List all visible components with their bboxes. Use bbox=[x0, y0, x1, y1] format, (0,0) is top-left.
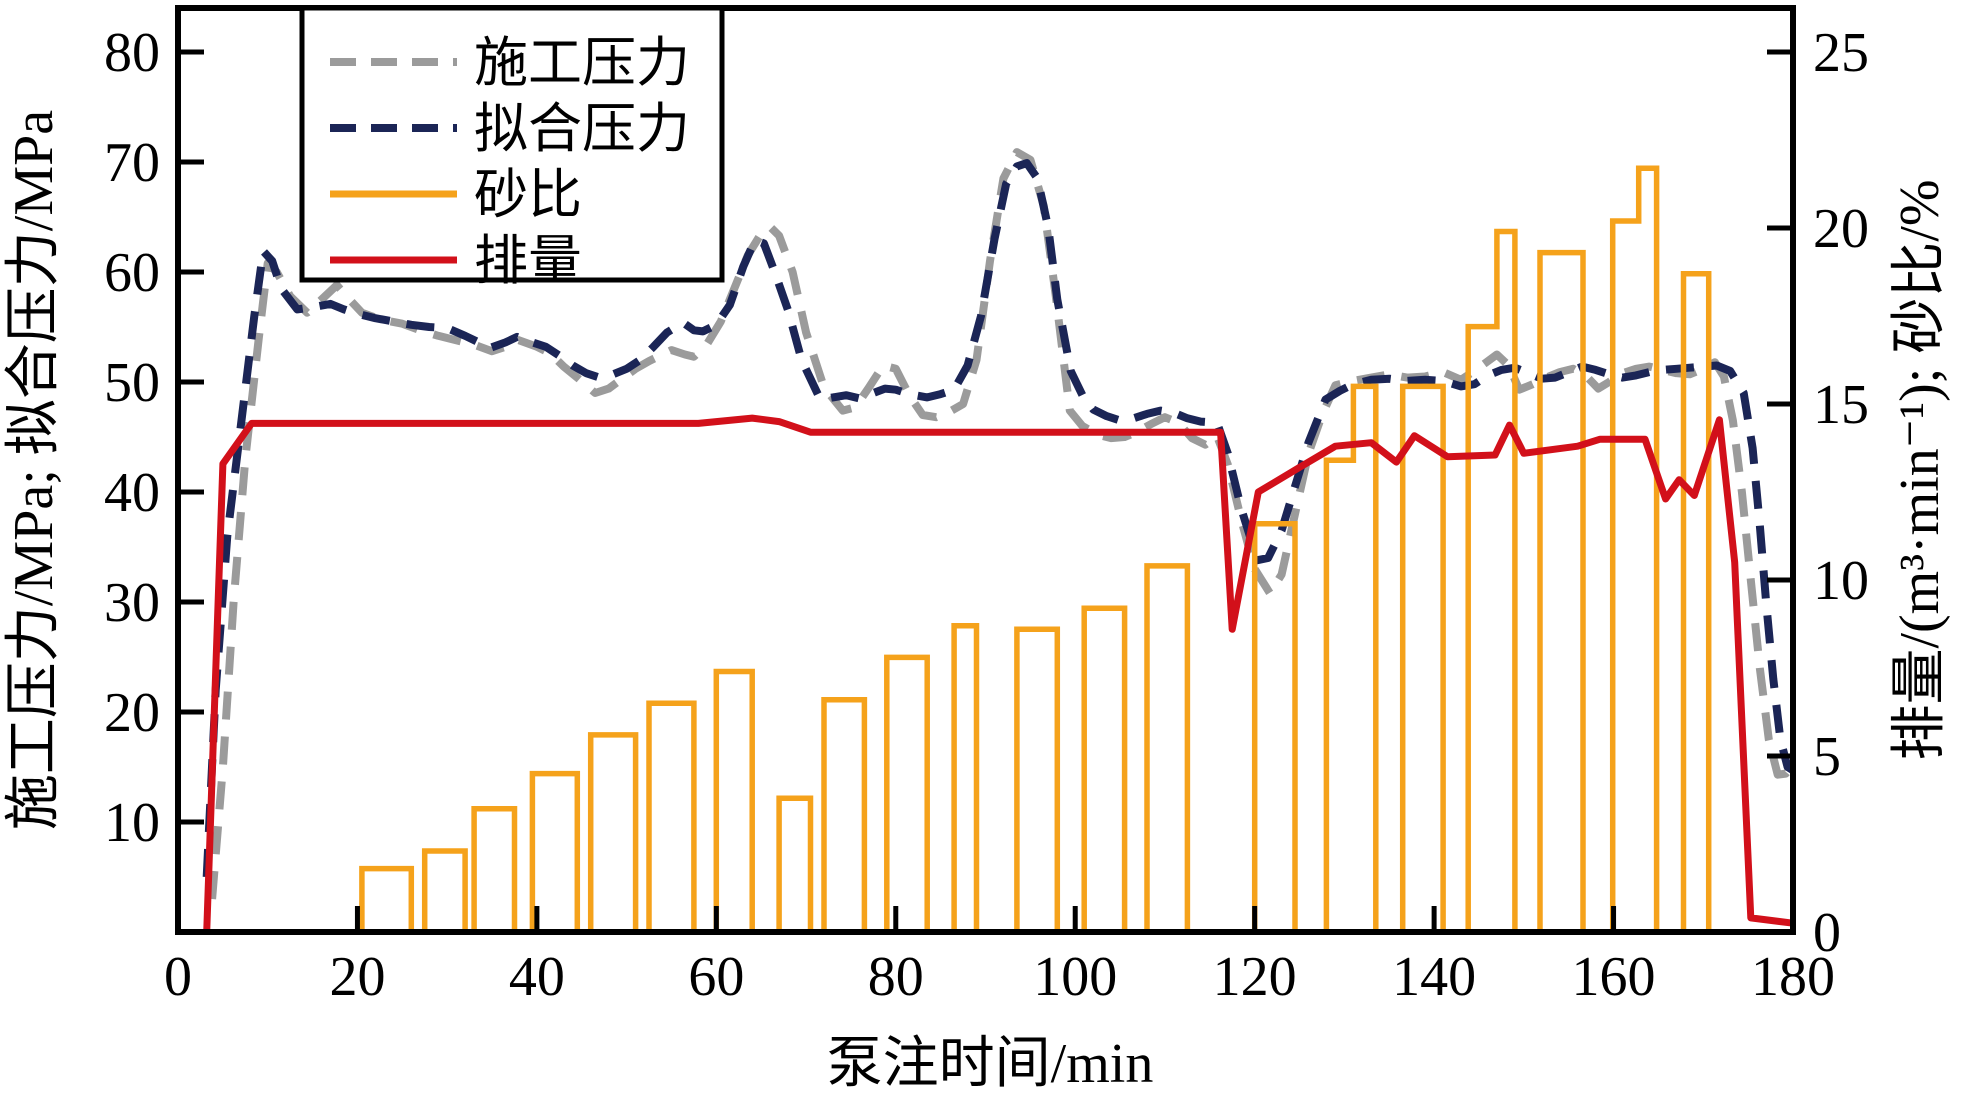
y-left-tick-label: 20 bbox=[104, 682, 160, 744]
legend-box bbox=[299, 5, 725, 283]
legend-label: 拟合压力 bbox=[474, 99, 690, 159]
y-left-tick-label: 10 bbox=[104, 792, 160, 854]
y-left-tick-label: 80 bbox=[104, 22, 160, 84]
x-tick-label: 60 bbox=[688, 946, 744, 1008]
y-right-tick-label: 10 bbox=[1813, 550, 1869, 612]
y-right-tick-label: 15 bbox=[1813, 374, 1869, 436]
y-left-tick-label: 60 bbox=[104, 242, 160, 304]
legend-label: 施工压力 bbox=[474, 33, 690, 93]
x-tick-label: 160 bbox=[1572, 946, 1656, 1008]
x-tick-label: 0 bbox=[164, 946, 192, 1008]
series-砂比 bbox=[178, 165, 1793, 935]
x-axis-title: 泵注时间/min bbox=[827, 1033, 1154, 1095]
right-axis-title: 排量/(m³·min⁻¹); 砂比/% bbox=[1889, 179, 1951, 760]
series-拟合压力 bbox=[202, 159, 1796, 878]
x-tick-label: 120 bbox=[1213, 946, 1297, 1008]
series-排量 bbox=[203, 414, 1794, 933]
legend-label: 砂比 bbox=[474, 165, 582, 225]
x-tick-label: 100 bbox=[1033, 946, 1117, 1008]
y-right-tick-label: 20 bbox=[1813, 198, 1869, 260]
x-tick-label: 20 bbox=[329, 946, 385, 1008]
y-left-tick-label: 70 bbox=[104, 132, 160, 194]
y-left-tick-label: 40 bbox=[104, 462, 160, 524]
y-left-tick-label: 50 bbox=[104, 352, 160, 414]
y-right-tick-label: 0 bbox=[1813, 902, 1841, 964]
y-left-tick-label: 30 bbox=[104, 572, 160, 634]
x-tick-label: 180 bbox=[1751, 946, 1835, 1008]
y-right-tick-label: 5 bbox=[1813, 726, 1841, 788]
plot-border bbox=[175, 5, 1796, 935]
series-layer bbox=[178, 148, 1797, 935]
axes-layer: 0 20 40 60 80 100 120 140 160 1801020304050607080… bbox=[104, 5, 1869, 1008]
y-right-tick-label: 25 bbox=[1813, 22, 1869, 84]
left-axis-title: 施工压力/MPa; 拟合压力/MPa bbox=[3, 110, 65, 830]
x-tick-label: 40 bbox=[509, 946, 565, 1008]
legend-label: 排量 bbox=[474, 231, 582, 291]
x-tick-label: 140 bbox=[1392, 946, 1476, 1008]
x-tick-label: 80 bbox=[868, 946, 924, 1008]
